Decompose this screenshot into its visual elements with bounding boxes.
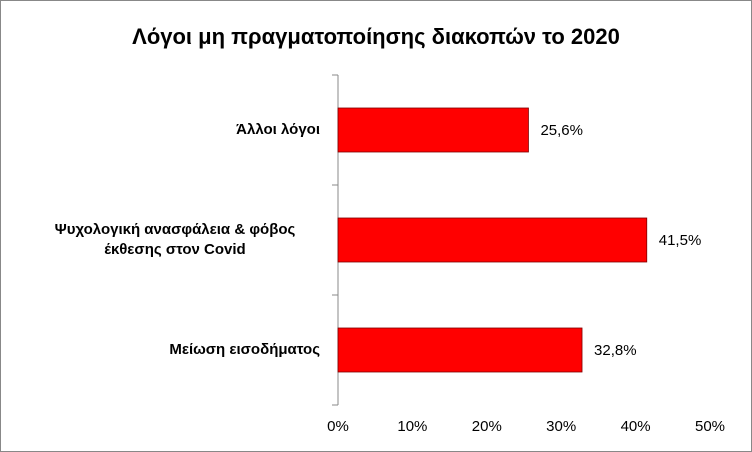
bar: [337, 327, 583, 373]
x-tick-label: 0%: [327, 418, 349, 435]
x-tick-label: 40%: [621, 418, 651, 435]
x-tick-label: 30%: [546, 418, 576, 435]
bar: [337, 217, 648, 263]
x-tick-label: 20%: [472, 418, 502, 435]
value-label: 41,5%: [659, 232, 702, 249]
x-tick-label: 10%: [397, 418, 427, 435]
value-label: 32,8%: [594, 342, 637, 359]
y-tick-label: Ψυχολογική ανασφάλεια & φόβος έκθεσης στ…: [54, 221, 296, 258]
value-label: 25,6%: [540, 122, 583, 139]
bar: [337, 107, 529, 153]
y-tick-label: Μείωση εισοδήματος: [169, 341, 320, 358]
chart-title: Λόγοι μη πραγματοποίησης διακοπών το 202…: [132, 24, 620, 49]
y-tick-label: Άλλοι λόγοι: [236, 121, 320, 138]
x-tick-label: 50%: [695, 418, 725, 435]
